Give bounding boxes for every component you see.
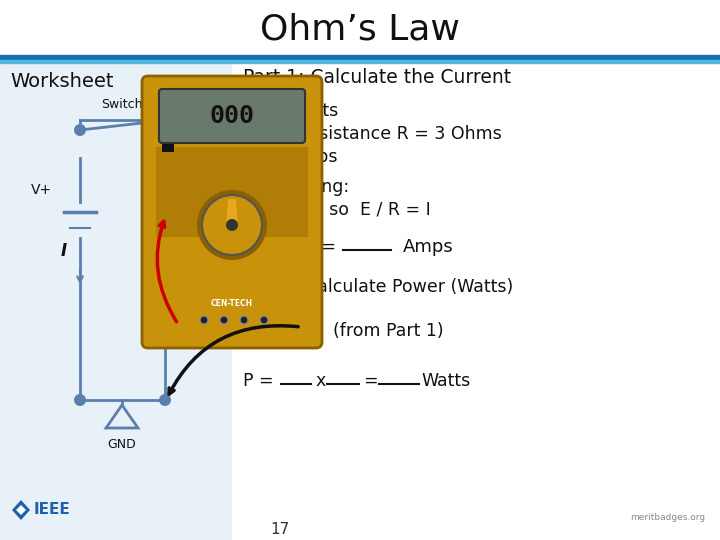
Text: Ohm’s Law: Ohm’s Law bbox=[260, 13, 460, 47]
Circle shape bbox=[220, 316, 228, 324]
Text: E = I x R  so  E / R = I: E = I x R so E / R = I bbox=[243, 200, 431, 218]
Circle shape bbox=[240, 316, 248, 324]
Text: Switch: Switch bbox=[102, 98, 143, 111]
Text: Worksheet: Worksheet bbox=[10, 72, 114, 91]
Text: GND: GND bbox=[107, 438, 136, 451]
Bar bbox=[0, 60, 720, 63]
Text: Lamp Resistance R = 3 Ohms: Lamp Resistance R = 3 Ohms bbox=[243, 125, 502, 143]
Circle shape bbox=[200, 316, 208, 324]
FancyBboxPatch shape bbox=[159, 89, 305, 143]
Text: Part 1: Calculate the Current: Part 1: Calculate the Current bbox=[243, 68, 511, 87]
Bar bbox=[0, 63, 232, 540]
Text: P =  E x I  (from Part 1): P = E x I (from Part 1) bbox=[243, 322, 444, 340]
Polygon shape bbox=[16, 505, 26, 515]
Text: =: = bbox=[363, 372, 377, 390]
Circle shape bbox=[74, 394, 86, 406]
Text: Part 2: Calculate Power (Watts): Part 2: Calculate Power (Watts) bbox=[243, 278, 513, 296]
Circle shape bbox=[159, 394, 171, 406]
Text: Watts: Watts bbox=[421, 372, 470, 390]
Text: /: / bbox=[259, 238, 265, 256]
Circle shape bbox=[159, 124, 171, 136]
Bar bbox=[162, 144, 174, 152]
Polygon shape bbox=[12, 500, 30, 520]
Circle shape bbox=[74, 124, 86, 136]
Text: meritbadges.org: meritbadges.org bbox=[630, 514, 705, 523]
Text: =: = bbox=[320, 238, 336, 256]
Circle shape bbox=[260, 316, 268, 324]
Circle shape bbox=[226, 219, 238, 231]
Polygon shape bbox=[226, 199, 238, 227]
Text: 000: 000 bbox=[210, 104, 254, 128]
Text: V+: V+ bbox=[31, 183, 52, 197]
Bar bbox=[0, 55, 720, 60]
Circle shape bbox=[159, 209, 171, 221]
Circle shape bbox=[197, 190, 267, 260]
Text: E = 9 Volts: E = 9 Volts bbox=[243, 102, 338, 120]
Text: Amps: Amps bbox=[403, 238, 454, 256]
Bar bbox=[156, 147, 308, 237]
Text: I: I bbox=[61, 242, 67, 260]
Text: P =: P = bbox=[243, 372, 274, 390]
Text: Solve using:: Solve using: bbox=[243, 178, 349, 196]
Text: I = ? Amps: I = ? Amps bbox=[243, 148, 338, 166]
Text: IEEE: IEEE bbox=[34, 503, 71, 517]
Text: LAMP: LAMP bbox=[191, 299, 230, 312]
FancyBboxPatch shape bbox=[142, 76, 322, 348]
Text: CEN-TECH: CEN-TECH bbox=[211, 300, 253, 308]
Text: x: x bbox=[315, 372, 325, 390]
Circle shape bbox=[202, 195, 262, 255]
Text: 17: 17 bbox=[271, 523, 289, 537]
